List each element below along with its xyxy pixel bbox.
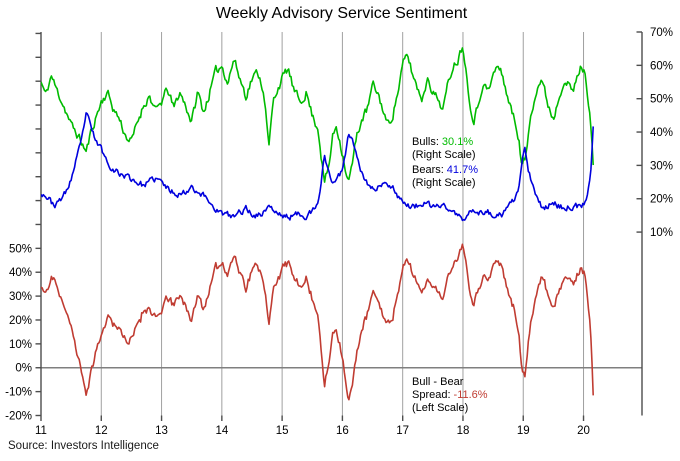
left-axis-tick-label: 30% <box>9 291 32 303</box>
bulls-scale-note: (Right Scale) <box>412 149 476 161</box>
x-axis-tick-label: 19 <box>517 425 530 437</box>
left-axis-tick-label: 50% <box>9 243 32 255</box>
left-axis-tick-label: -10% <box>5 387 32 399</box>
bulls-bears-legend: Bulls: 30.1% (Right Scale) Bears: 41.7% (R… <box>412 136 478 190</box>
year-gridlines <box>100 32 585 416</box>
x-axis-tick-label: 12 <box>95 425 108 437</box>
left-axis-tick-label: 40% <box>9 267 32 279</box>
right-axis-tick-label: 10% <box>650 227 673 239</box>
x-axis-tick-label: 14 <box>215 425 228 437</box>
left-axis-tick-label: 10% <box>9 339 32 351</box>
x-axis-tick-label: 17 <box>396 425 409 437</box>
right-axis-tick-label: 60% <box>650 60 673 72</box>
left-axis-tick-label: -20% <box>5 411 32 423</box>
spread-scale-note: (Left Scale) <box>412 402 469 414</box>
bears-scale-note: (Right Scale) <box>412 177 476 189</box>
spread-label: Spread: <box>412 389 451 401</box>
right-axis-tick-label: 30% <box>650 160 673 172</box>
x-axis-tick-label: 11 <box>35 425 47 437</box>
spread-legend-line1: Bull - Bear <box>412 376 464 388</box>
spread-value: -11.6% <box>453 389 488 401</box>
bulls-legend-line: Bulls: 30.1% <box>412 136 478 149</box>
source-note: Source: Investors Intelligence <box>8 440 159 452</box>
right-axis-tick-label: 20% <box>650 194 673 206</box>
chart-title: Weekly Advisory Service Sentiment <box>215 5 468 22</box>
bulls-line <box>41 47 594 183</box>
left-axis-tick-label: 0% <box>15 363 32 375</box>
spread-line <box>41 243 594 401</box>
right-axis-tick-label: 50% <box>650 94 673 106</box>
right-axis-tick-label: 70% <box>650 27 673 39</box>
x-axis-tick-label: 16 <box>336 425 349 437</box>
spread-legend-line2: Spread: -11.6% <box>412 389 488 402</box>
axes <box>35 31 643 421</box>
right-axis-tick-label: 40% <box>650 127 673 139</box>
x-axis-tick-label: 13 <box>155 425 168 437</box>
bulls-value: 30.1% <box>441 136 474 148</box>
bears-legend-line: Bears: 41.7% <box>412 164 478 177</box>
x-axis-tick-label: 18 <box>457 425 470 437</box>
bears-value: 41.7% <box>446 164 478 176</box>
x-axis-tick-label: 15 <box>276 425 289 437</box>
x-axis-tick-label: 20 <box>577 425 590 437</box>
left-axis-tick-label: 20% <box>9 315 32 327</box>
spread-legend: Bull - Bear Spread: -11.6% (Left Scale) <box>412 376 488 415</box>
bulls-label: Bulls: <box>412 136 439 148</box>
bears-line <box>41 112 594 222</box>
bears-label: Bears: <box>412 164 444 176</box>
tick-labels: 50% 40% 30% 20% 10% 0% -10% -20% 70% 60% 50% 40% 30%… <box>5 27 673 437</box>
